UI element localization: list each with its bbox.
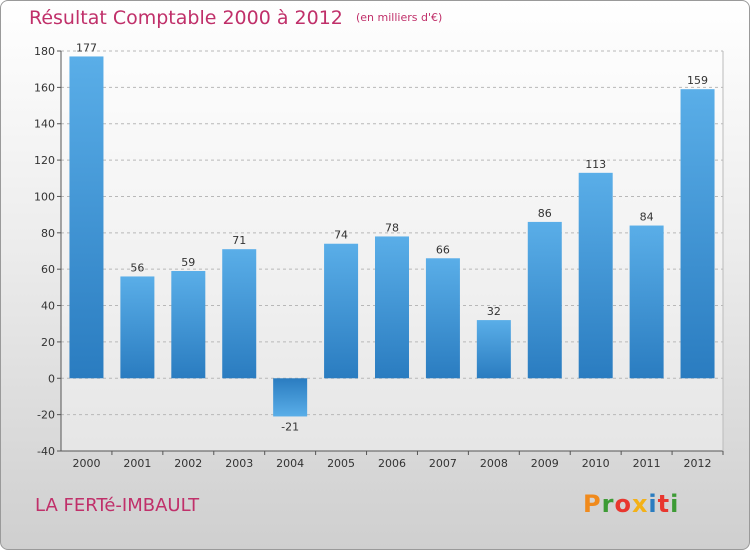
x-tick-label: 2001 <box>123 457 151 470</box>
bar <box>629 225 664 379</box>
y-tick-label: 60 <box>41 263 55 276</box>
bar <box>273 378 308 417</box>
y-tick-label: 80 <box>41 227 55 240</box>
data-label: 113 <box>585 158 606 171</box>
bar <box>425 258 460 379</box>
title-text: Résultat Comptable 2000 à 2012 <box>29 7 343 29</box>
logo-letter: o <box>614 490 632 518</box>
logo-letter: i <box>648 490 658 518</box>
x-tick-label: 2005 <box>327 457 355 470</box>
bar <box>222 249 257 379</box>
logo-letter: P <box>583 490 602 518</box>
logo-letter: t <box>657 490 671 518</box>
y-tick-label: 140 <box>34 118 55 131</box>
x-tick-label: 2003 <box>225 457 253 470</box>
x-tick-label: 2004 <box>276 457 304 470</box>
bar <box>476 320 511 379</box>
x-tick-label: 2010 <box>582 457 610 470</box>
y-tick-label: 40 <box>41 300 55 313</box>
bar <box>527 221 562 379</box>
unit-text: (en milliers d'€) <box>355 11 443 24</box>
logo-letter: i <box>670 490 680 518</box>
data-label: 84 <box>640 211 654 224</box>
proxiti-logo: Proxiti <box>583 490 679 518</box>
data-label: 177 <box>76 41 97 54</box>
y-tick-label: 20 <box>41 336 55 349</box>
data-label: 59 <box>181 256 195 269</box>
y-tick-label: 180 <box>34 45 55 58</box>
x-tick-label: 2009 <box>531 457 559 470</box>
data-label: 56 <box>130 261 144 274</box>
x-tick-label: 2012 <box>684 457 712 470</box>
data-label: 66 <box>436 243 450 256</box>
commune-name: LA FERTé-IMBAULT <box>35 495 200 516</box>
y-tick-label: -20 <box>37 409 55 422</box>
logo-letter: x <box>631 490 649 518</box>
bar <box>120 276 155 379</box>
x-tick-label: 2006 <box>378 457 406 470</box>
y-tick-label: 100 <box>34 190 55 203</box>
y-tick-label: 120 <box>34 154 55 167</box>
x-tick-label: 2011 <box>633 457 661 470</box>
chart-title: Résultat Comptable 2000 à 2012 (en milli… <box>29 7 442 29</box>
data-label: -21 <box>281 420 299 433</box>
data-label: 159 <box>687 74 708 87</box>
x-tick-label: 2002 <box>174 457 202 470</box>
bar <box>324 243 359 379</box>
bar <box>69 56 104 379</box>
bar <box>578 172 613 379</box>
y-tick-label: 160 <box>34 81 55 94</box>
bar <box>680 89 715 379</box>
data-label: 78 <box>385 221 399 234</box>
bar <box>171 271 206 379</box>
x-tick-label: 2000 <box>72 457 100 470</box>
data-label: 32 <box>487 305 501 318</box>
data-label: 74 <box>334 229 348 242</box>
data-label: 86 <box>538 207 552 220</box>
bar <box>375 236 409 379</box>
data-label: 71 <box>232 234 246 247</box>
x-tick-label: 2007 <box>429 457 457 470</box>
y-tick-label: -40 <box>37 445 55 458</box>
y-tick-label: 0 <box>48 372 55 385</box>
logo-letter: r <box>601 490 615 518</box>
x-tick-label: 2008 <box>480 457 508 470</box>
